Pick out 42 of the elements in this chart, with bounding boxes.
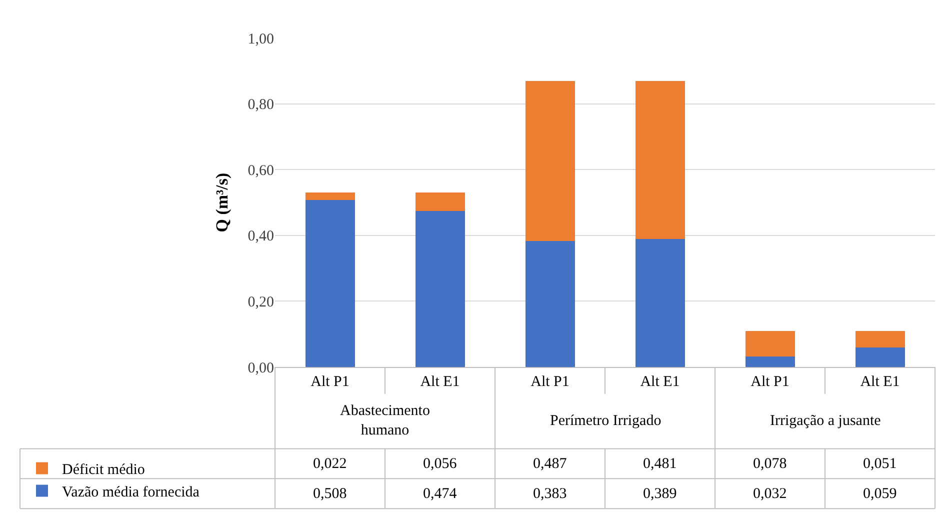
bar (525, 80, 575, 241)
bar (855, 330, 905, 348)
data-label: 0,022 (313, 456, 347, 472)
x-tick-label: Alt E1 (860, 374, 900, 390)
data-label: 0,383 (533, 486, 567, 502)
data-label: 0,056 (423, 456, 458, 472)
y-tick-label: 0,20 (248, 294, 274, 310)
data-label: 0,508 (313, 486, 347, 502)
y-tick-label: 0,40 (248, 228, 274, 245)
bar (415, 192, 465, 212)
bar (525, 240, 575, 367)
bar (415, 211, 465, 367)
bar (635, 239, 685, 367)
text: Abastecimento humano (340, 403, 430, 438)
data-label: 0,078 (753, 456, 787, 472)
x-tick-label: Alt E1 (640, 374, 680, 390)
text: Irrigação a jusante (770, 413, 882, 429)
y-tick-label: 0,80 (248, 97, 274, 114)
x-tick-label: Alt P1 (530, 374, 570, 390)
text: Perímetro Irrigado (550, 413, 662, 429)
bar (745, 356, 795, 367)
data-label: 0,389 (643, 486, 677, 502)
y-axis-title: Q (m³/s) (212, 172, 232, 232)
x-tick-label: Alt P1 (310, 374, 350, 390)
bar (855, 348, 905, 367)
legend-label: Vazão média fornecida (62, 484, 200, 501)
bar (305, 192, 355, 200)
data-label: 0,487 (533, 456, 568, 472)
x-tick-label: Alt P1 (750, 374, 790, 390)
x-tick-label: Alt E1 (420, 374, 460, 390)
data-label: 0,032 (753, 486, 787, 502)
bar (305, 200, 355, 367)
legend-label: Déficit médio (62, 462, 145, 478)
y-tick-label: 0,60 (248, 162, 274, 179)
y-tick-label: 1,00 (248, 31, 274, 48)
data-label: 0,481 (643, 456, 677, 472)
bar (745, 330, 795, 356)
data-label: 0,059 (863, 486, 897, 502)
y-tick-label: 0,00 (248, 360, 274, 376)
data-label: 0,051 (863, 456, 897, 472)
bar (635, 80, 685, 240)
data-label: 0,474 (423, 486, 458, 502)
